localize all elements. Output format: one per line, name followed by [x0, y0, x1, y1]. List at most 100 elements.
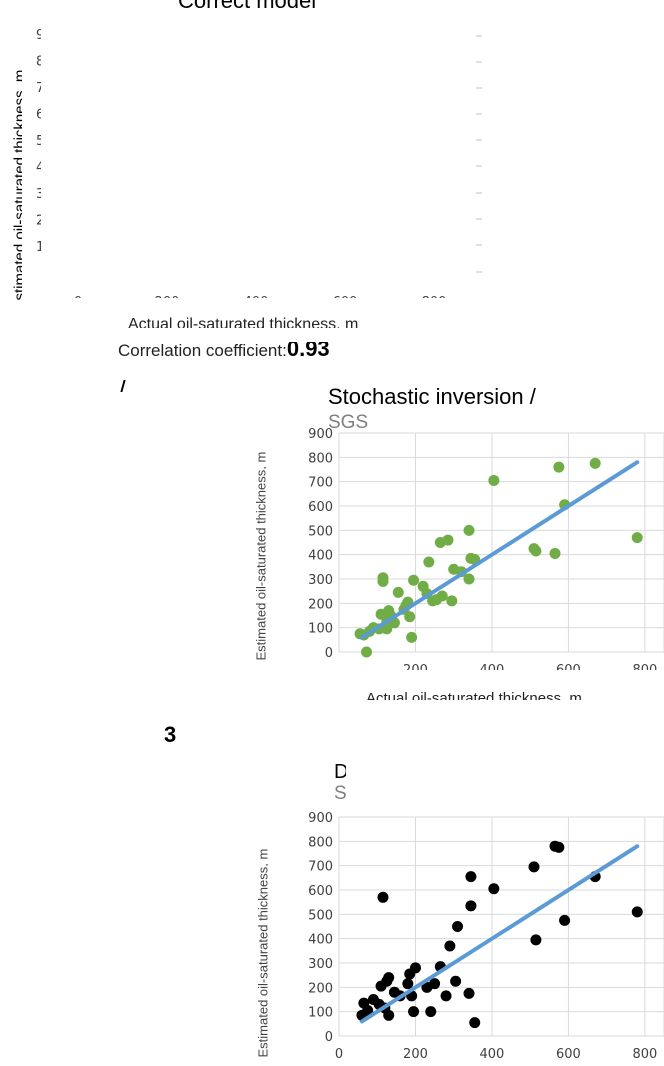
- chart-1-y-tick-label: 4: [36, 161, 44, 176]
- chart-3-subtitle-clip: S: [334, 783, 346, 807]
- chart-2-subtitle: SGS: [328, 412, 369, 433]
- chart-1-y-tick-mask: [41, 80, 47, 94]
- chart-2-title: Stochastic inversion /: [328, 384, 536, 409]
- chart-3-data-point: [530, 934, 542, 946]
- chart-3-x-tick-label: 200: [403, 1047, 428, 1062]
- chart-3-y-tick-label: 300: [308, 957, 333, 972]
- chart-3-data-point: [528, 861, 540, 873]
- chart-3-data-point: [488, 883, 500, 895]
- chart-2-x-tick-label: 600: [556, 663, 581, 670]
- chart-1-y-tick-mask: [41, 133, 47, 147]
- chart-2-data-point: [631, 532, 643, 544]
- chart-2-x-tick-label: 400: [480, 663, 505, 670]
- chart-1-y-tick-label: 8: [36, 55, 44, 70]
- chart-3-data-point: [383, 972, 395, 984]
- chart-2-y-tick-label: 800: [308, 451, 333, 466]
- chart-2-trend-line: [359, 460, 640, 640]
- chart-3-y-tick-label: 700: [308, 860, 333, 875]
- chart-2-y-tick-label: 200: [308, 597, 333, 612]
- chart-1-title-clip: Correct model: [150, 0, 370, 16]
- chart-1-y-tick-mask: [41, 212, 47, 227]
- chart-3-data-point: [553, 841, 565, 853]
- chart-3-data-point: [465, 871, 477, 883]
- chart-1-y-tick-label: 9: [36, 28, 44, 43]
- chart-3-data-point: [402, 978, 414, 990]
- chart-2-data-point: [463, 573, 475, 585]
- chart-2-y-tick-label: 100: [308, 622, 333, 637]
- chart-1-y-tick-mask: [41, 159, 47, 174]
- chart-2-y-tick-label: 900: [308, 427, 333, 442]
- chart-2-side-label: 3: [164, 722, 177, 747]
- chart-2-data-point: [553, 461, 565, 473]
- chart-2-data-point: [406, 631, 418, 643]
- chart-1-annotation: Correlation coefficient:: [118, 342, 287, 360]
- chart-2-data-point: [361, 646, 373, 658]
- chart-3-data-point: [450, 975, 462, 987]
- chart-3-x-tick-label: 400: [480, 1047, 505, 1062]
- chart-3-data-point: [463, 987, 475, 999]
- chart-3-data-point: [559, 914, 571, 926]
- chart-1-y-tick-mask: [41, 53, 47, 68]
- chart-2-xlabel-clip: Actual oil-saturated thickness, m: [362, 690, 622, 700]
- chart-2-plot: 0 100 200 300 400 500 600 700 800 900 200 400 600 800: [308, 427, 664, 670]
- chart-3-data-point: [444, 940, 456, 952]
- chart-3-data-point: [452, 921, 464, 932]
- chart-1-title: Correct model: [178, 0, 317, 13]
- chart-1-y-tick-mask: [41, 186, 47, 200]
- chart-2-data-point: [377, 572, 389, 584]
- chart-2-x-tick-label: 200: [403, 663, 428, 670]
- chart-1-x-mask: [40, 298, 480, 310]
- chart-2-data-point: [381, 623, 393, 635]
- chart-1-y-tick-label: 7: [36, 81, 44, 96]
- chart-3-y-tick-label: 500: [308, 908, 333, 923]
- chart-1-y-tick-mask: [41, 27, 47, 41]
- chart-2: Stochastic inversion / SGS Estimated oil…: [0, 370, 664, 700]
- chart-2-data-point: [463, 524, 475, 536]
- chart-3-data-point: [465, 900, 477, 912]
- chart-2-data-point: [423, 556, 435, 568]
- chart-1-annotation-value: 0.93: [286, 342, 330, 361]
- chart-3-data-point: [383, 1009, 395, 1021]
- chart-3-y-tick-label: 100: [308, 1006, 333, 1021]
- chart-3-y-tick-label: 900: [308, 811, 333, 826]
- chart-1-y-tick-mask: [41, 239, 47, 253]
- chart-3-data-point: [425, 1006, 437, 1018]
- chart-3-data-point: [409, 962, 421, 974]
- chart-2-data-point: [436, 590, 448, 602]
- chart-1-y-tick-label: 5: [36, 134, 44, 149]
- chart-3-data-point: [377, 891, 389, 903]
- chart-3-x-tick-label: 0: [335, 1047, 343, 1062]
- chart-3-y-tick-label: 800: [308, 835, 333, 850]
- chart-1-xlabel-clip: Actual oil-saturated thickness, m: [120, 314, 390, 328]
- chart-1-y-tick-label: 6: [36, 108, 44, 123]
- chart-3-x-tick-label: 600: [556, 1047, 581, 1062]
- chart-3-y-tick-label: 400: [308, 933, 333, 948]
- chart-2-data-point: [408, 574, 420, 586]
- chart-3-title: D: [334, 761, 346, 783]
- chart-2-xlabel: Actual oil-saturated thickness, m: [366, 690, 582, 700]
- chart-3-data-point: [440, 990, 452, 1002]
- chart-3-y-tick-label: 600: [308, 884, 333, 899]
- chart-1-y-tick-label: 3: [36, 187, 44, 202]
- chart-2-data-point: [442, 534, 454, 546]
- chart-3-title-clip: D: [334, 761, 346, 785]
- chart-1-plot: 1234567890200400600800: [36, 27, 482, 310]
- chart-3-plot: 0 100 200 300 400 500 600 700 800 900 0 200 400 600 80…: [308, 811, 664, 1062]
- chart-1-y-tick-label: 1: [36, 240, 44, 255]
- chart-2-y-tick-label: 300: [308, 573, 333, 588]
- chart-2-data-point: [530, 545, 542, 557]
- chart-3-subtitle: S: [334, 783, 346, 804]
- chart-2-y-tick-label: 600: [308, 500, 333, 515]
- chart-2-data-point: [446, 595, 458, 607]
- chart-3-y-tick-label: 0: [325, 1030, 333, 1045]
- chart-1-y-tick-mask: [41, 106, 47, 121]
- chart-1-annotation-clip: Correlation coefficient:0.93: [118, 342, 368, 362]
- chart-2-y-tick-label: 700: [308, 476, 333, 491]
- chart-3-data-point: [429, 978, 441, 990]
- chart-3-x-tick-label: 800: [632, 1047, 657, 1062]
- chart-2-data-point: [488, 474, 500, 486]
- chart-3-trend-line: [359, 844, 640, 1024]
- chart-2-data-point: [404, 611, 416, 623]
- chart-2-y-tick-label: 400: [308, 549, 333, 564]
- chart-2-y-tick-label: 500: [308, 524, 333, 539]
